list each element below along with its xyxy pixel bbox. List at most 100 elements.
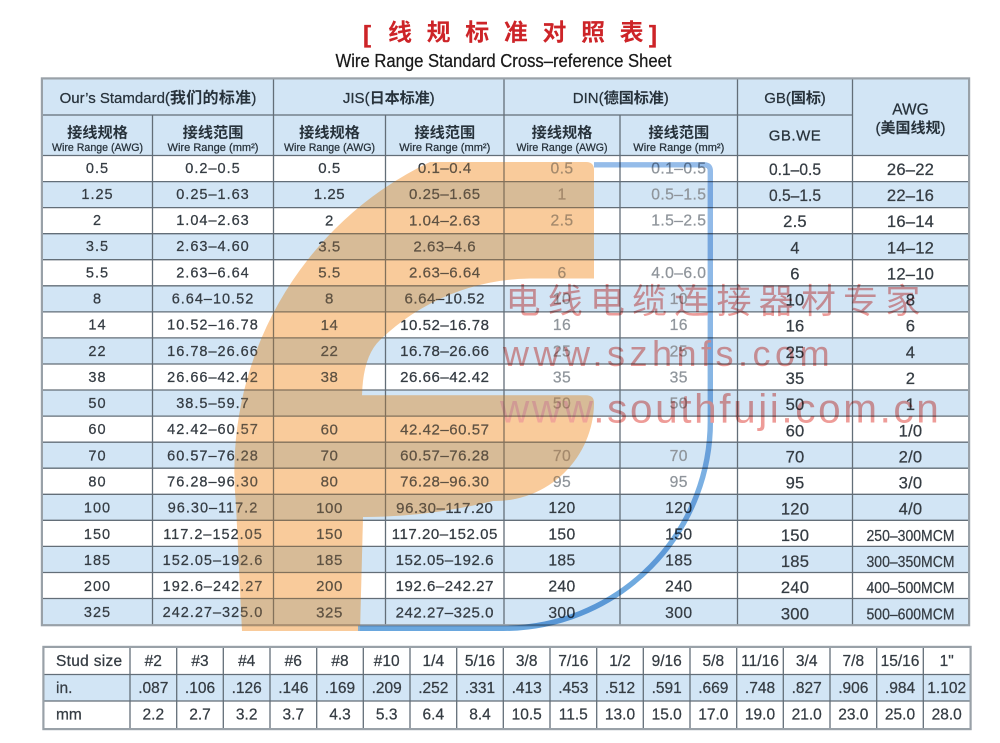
svg-text:7/16: 7/16 xyxy=(558,653,588,670)
svg-text:120: 120 xyxy=(548,500,575,517)
svg-text:26–22: 26–22 xyxy=(887,160,934,179)
svg-text:10.52–16.78: 10.52–16.78 xyxy=(400,317,489,334)
svg-text:Wire Range (mm²): Wire Range (mm²) xyxy=(168,142,259,154)
svg-text:0.5–1.5: 0.5–1.5 xyxy=(651,187,706,204)
svg-text:6.4: 6.4 xyxy=(423,707,445,724)
svg-text:50: 50 xyxy=(88,396,106,412)
svg-text:4: 4 xyxy=(790,238,799,257)
svg-text:]: ] xyxy=(649,22,657,49)
svg-text:242.27–325.0: 242.27–325.0 xyxy=(163,605,264,621)
svg-text:2.7: 2.7 xyxy=(189,707,211,724)
svg-text:#4: #4 xyxy=(238,653,256,670)
svg-text:10.52–16.78: 10.52–16.78 xyxy=(167,318,259,334)
svg-text:0.1–0.5: 0.1–0.5 xyxy=(769,160,821,179)
svg-text:192.6–242.27: 192.6–242.27 xyxy=(163,579,264,595)
svg-text:www.southfuji.com.cn: www.southfuji.com.cn xyxy=(499,386,941,432)
svg-text:Wire Range (AWG): Wire Range (AWG) xyxy=(517,142,608,154)
svg-text:35: 35 xyxy=(670,370,688,387)
svg-text:0.5–1.5: 0.5–1.5 xyxy=(769,186,821,205)
svg-text:13.0: 13.0 xyxy=(605,707,636,724)
svg-text:1/0: 1/0 xyxy=(899,421,923,440)
svg-text:50: 50 xyxy=(670,396,688,413)
svg-text:16: 16 xyxy=(786,317,805,336)
svg-text:.106: .106 xyxy=(185,680,215,697)
svg-text:117.20–152.05: 117.20–152.05 xyxy=(392,526,498,543)
svg-text:15.0: 15.0 xyxy=(652,707,683,724)
svg-text:Wire Range Standard Cross–refe: Wire Range Standard Cross–reference Shee… xyxy=(336,50,672,71)
svg-text:26.66–42.42: 26.66–42.42 xyxy=(167,370,259,386)
svg-text:185: 185 xyxy=(665,553,692,570)
svg-text:60: 60 xyxy=(786,421,805,440)
svg-text:5.5: 5.5 xyxy=(86,265,109,281)
svg-text:8: 8 xyxy=(93,292,102,308)
svg-text:50: 50 xyxy=(786,395,805,414)
svg-text:25: 25 xyxy=(786,343,805,362)
svg-text:1.25: 1.25 xyxy=(81,187,113,203)
svg-text:240: 240 xyxy=(781,578,809,597)
svg-text:.169: .169 xyxy=(325,680,355,697)
svg-text:#8: #8 xyxy=(331,653,348,670)
svg-text:Stud size: Stud size xyxy=(56,653,122,670)
svg-text:Wire Range (AWG): Wire Range (AWG) xyxy=(52,142,143,154)
svg-text:35: 35 xyxy=(553,370,571,387)
svg-text:in.: in. xyxy=(56,680,72,697)
svg-text:185: 185 xyxy=(548,553,575,570)
svg-text:8.4: 8.4 xyxy=(469,707,491,724)
svg-text:70: 70 xyxy=(670,448,688,465)
svg-text:70: 70 xyxy=(786,447,805,466)
svg-text:12–10: 12–10 xyxy=(887,265,934,284)
svg-text:1: 1 xyxy=(906,395,915,414)
svg-text:3.5: 3.5 xyxy=(86,239,109,255)
svg-text:21.0: 21.0 xyxy=(792,707,823,724)
svg-text:.209: .209 xyxy=(372,680,402,697)
svg-text:.591: .591 xyxy=(652,680,682,697)
svg-text:22–16: 22–16 xyxy=(887,186,934,205)
svg-text:38: 38 xyxy=(88,370,106,386)
svg-text:): ) xyxy=(251,90,256,107)
svg-text:#6: #6 xyxy=(285,653,302,670)
svg-text:95: 95 xyxy=(670,474,688,491)
svg-text:120: 120 xyxy=(781,500,809,519)
svg-text:[: [ xyxy=(363,22,371,49)
svg-text:3/8: 3/8 xyxy=(516,653,538,670)
svg-text:14–12: 14–12 xyxy=(887,238,934,257)
svg-text:152.05–192.6: 152.05–192.6 xyxy=(396,552,494,569)
svg-text:GB.WE: GB.WE xyxy=(769,128,822,145)
svg-text:2/0: 2/0 xyxy=(899,447,923,466)
svg-text:3.2: 3.2 xyxy=(236,707,258,724)
svg-text:#2: #2 xyxy=(145,653,162,670)
svg-text:240: 240 xyxy=(665,579,692,596)
svg-text:150: 150 xyxy=(84,527,111,543)
svg-text:150: 150 xyxy=(781,526,809,545)
svg-text:4.0–6.0: 4.0–6.0 xyxy=(651,265,706,282)
svg-text:26.66–42.42: 26.66–42.42 xyxy=(400,369,489,386)
svg-text:.413: .413 xyxy=(512,680,542,697)
svg-text:.252: .252 xyxy=(418,680,448,697)
svg-text:JIS(: JIS( xyxy=(343,90,370,107)
svg-text:2: 2 xyxy=(93,213,102,229)
svg-text:2: 2 xyxy=(325,212,334,229)
svg-text:Wire Range (AWG): Wire Range (AWG) xyxy=(284,142,375,154)
svg-text:1.5–2.5: 1.5–2.5 xyxy=(651,213,706,230)
svg-text:5/16: 5/16 xyxy=(465,653,495,670)
svg-text:4.3: 4.3 xyxy=(329,707,351,724)
svg-text:15/16: 15/16 xyxy=(881,653,920,670)
svg-text:): ) xyxy=(430,90,435,107)
svg-text:10.5: 10.5 xyxy=(512,707,542,724)
svg-text:4: 4 xyxy=(906,343,915,362)
svg-text:0.5: 0.5 xyxy=(318,160,341,177)
svg-text:.512: .512 xyxy=(605,680,635,697)
svg-text:23.0: 23.0 xyxy=(838,707,869,724)
svg-text:14: 14 xyxy=(88,318,106,334)
svg-text:25.0: 25.0 xyxy=(885,707,916,724)
svg-text:16.78–26.66: 16.78–26.66 xyxy=(167,344,259,360)
svg-text:242.27–325.0: 242.27–325.0 xyxy=(396,604,494,621)
svg-text:400–500MCM: 400–500MCM xyxy=(867,580,955,597)
svg-text:25: 25 xyxy=(670,343,688,360)
svg-text:10: 10 xyxy=(786,291,805,310)
svg-text:9/16: 9/16 xyxy=(652,653,682,670)
svg-text:.331: .331 xyxy=(465,680,495,697)
svg-text:28.0: 28.0 xyxy=(932,707,963,724)
svg-text:Wire Range (mm²): Wire Range (mm²) xyxy=(633,142,724,154)
svg-text:19.0: 19.0 xyxy=(745,707,776,724)
